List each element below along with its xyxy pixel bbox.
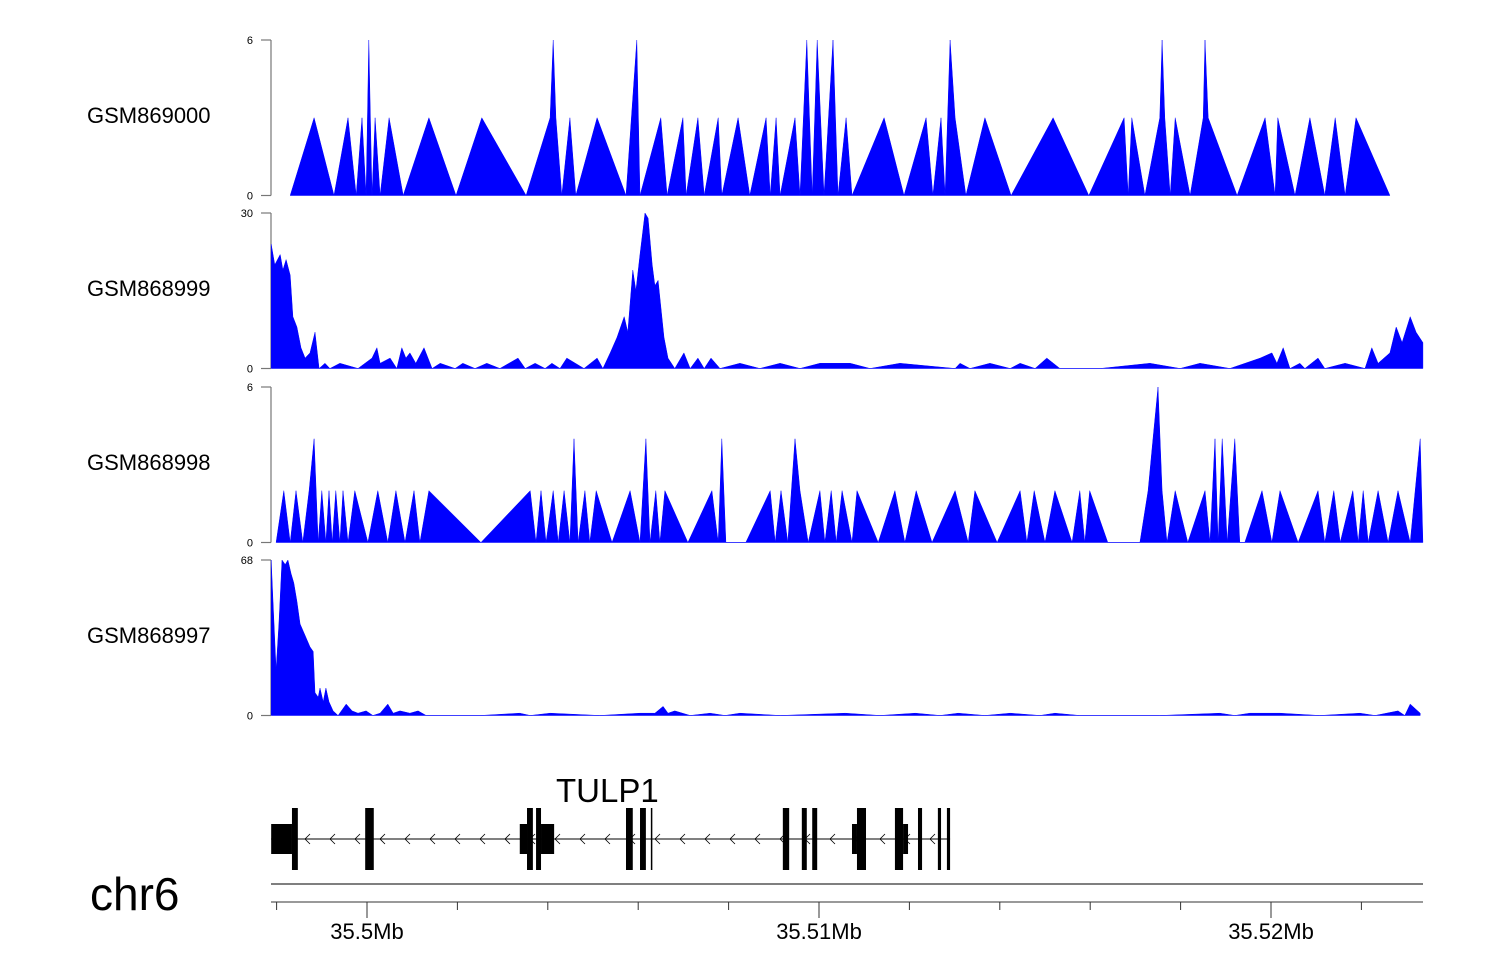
chromosome-label: chr6 xyxy=(90,868,179,920)
strand-arrow-icon xyxy=(379,833,386,845)
track-label: GSM868999 xyxy=(87,276,211,301)
exon-coding xyxy=(640,808,646,870)
exon-coding xyxy=(536,808,542,870)
strand-arrow-icon xyxy=(754,833,761,845)
exon-utr xyxy=(271,824,292,854)
exon-coding xyxy=(365,808,374,870)
exon-coding xyxy=(782,808,790,870)
track-gsm868997: GSM868997 0 68 xyxy=(87,555,1421,723)
coverage-tracks: GSM86900006GSM868999030GSM86899806GSM868… xyxy=(87,35,1424,723)
track-gsm868998: GSM868998 0 6 xyxy=(87,382,1424,550)
coverage-area xyxy=(289,39,1391,197)
exon-utr xyxy=(519,824,528,854)
strand-arrow-icon xyxy=(479,833,486,845)
strand-arrow-icon xyxy=(579,833,586,845)
gene-model-track xyxy=(271,808,951,870)
strand-arrow-icon xyxy=(879,833,886,845)
coverage-area xyxy=(270,559,1421,716)
exon-coding xyxy=(625,808,633,870)
strand-arrow-icon xyxy=(304,833,311,845)
exon-coding xyxy=(812,808,818,870)
track-gsm869000: GSM869000 0 6 xyxy=(87,35,1391,203)
exon-coding xyxy=(894,808,904,870)
y-tick-label: 0 xyxy=(247,538,253,550)
exon-coding xyxy=(917,808,923,870)
strand-arrow-icon xyxy=(554,833,561,845)
exon-coding xyxy=(856,808,867,870)
y-tick-label: 6 xyxy=(247,382,253,394)
gene-label: TULP1 xyxy=(556,772,659,809)
strand-arrow-icon xyxy=(829,833,836,845)
x-tick-label: 35.52Mb xyxy=(1228,919,1314,944)
track-label: GSM868998 xyxy=(87,450,211,475)
strand-arrow-icon xyxy=(654,833,661,845)
coverage-area xyxy=(275,386,1424,544)
strand-arrow-icon xyxy=(679,833,686,845)
strand-arrow-icon xyxy=(354,833,361,845)
y-tick-label: 68 xyxy=(241,555,253,567)
strand-arrow-icon xyxy=(329,833,336,845)
exon-coding xyxy=(937,808,942,870)
track-gsm868999: GSM868999 0 30 xyxy=(87,208,1424,376)
y-tick-label: 0 xyxy=(247,711,253,723)
coverage-area xyxy=(270,212,1424,370)
exon-utr xyxy=(851,824,857,854)
y-tick-label: 30 xyxy=(241,208,253,220)
y-tick-label: 0 xyxy=(247,191,253,203)
y-tick-label: 0 xyxy=(247,364,253,376)
strand-arrow-icon xyxy=(929,833,936,845)
exon-coding xyxy=(801,808,807,870)
exon-coding xyxy=(527,808,533,870)
y-tick-label: 6 xyxy=(247,35,253,47)
exon-coding xyxy=(291,808,298,870)
strand-arrow-icon xyxy=(604,833,611,845)
strand-arrow-icon xyxy=(429,833,436,845)
x-tick-label: 35.51Mb xyxy=(776,919,862,944)
exon-utr xyxy=(903,824,909,854)
strand-arrow-icon xyxy=(504,833,511,845)
x-tick-label: 35.5Mb xyxy=(330,919,403,944)
exon-utr xyxy=(541,824,555,854)
exon-coding xyxy=(946,808,951,870)
track-label: GSM868997 xyxy=(87,623,211,648)
strand-arrow-icon xyxy=(404,833,411,845)
exon-coding xyxy=(650,808,653,870)
strand-arrow-icon xyxy=(454,833,461,845)
track-label: GSM869000 xyxy=(87,103,211,128)
strand-arrow-icon xyxy=(729,833,736,845)
genome-axis: 35.5Mb 35.51Mb 35.52Mb xyxy=(271,901,1423,944)
strand-arrow-icon xyxy=(704,833,711,845)
